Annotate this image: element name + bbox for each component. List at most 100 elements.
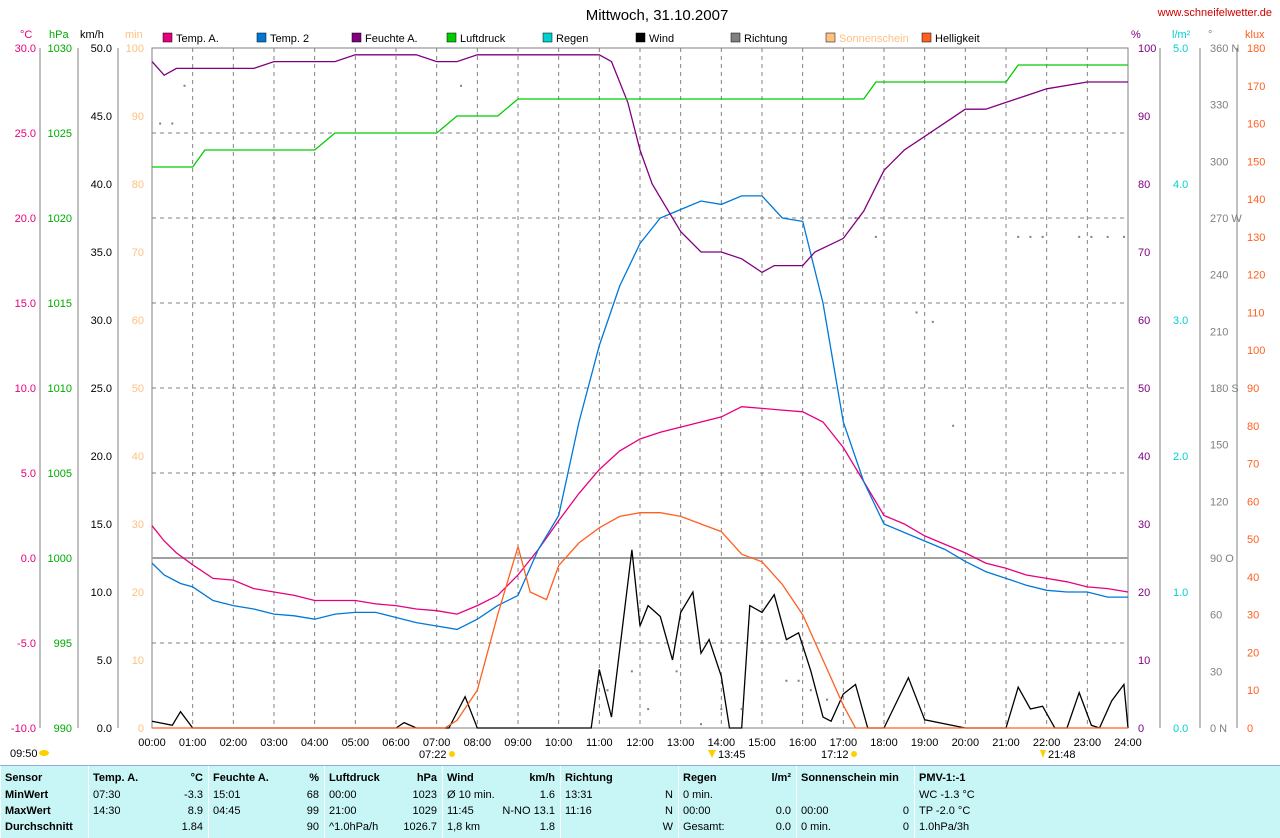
wind-tick: 10.0 xyxy=(91,587,112,599)
lux-tick: 110 xyxy=(1247,307,1265,319)
wind-tick: 20.0 xyxy=(91,451,112,463)
series-luftdruck xyxy=(152,64,1128,168)
weather-chart: Mittwoch, 31.10.2007 www.schneifelwetter… xyxy=(10,7,1272,761)
time-tick: 07:00 xyxy=(423,737,451,749)
direction-tick: 270 W xyxy=(1210,213,1242,225)
direction-point xyxy=(460,84,463,87)
summary-cell: MinWert xyxy=(5,789,49,801)
summary-cell: Gesamt: xyxy=(683,821,725,833)
time-tick: 03:00 xyxy=(260,737,288,749)
direction-point xyxy=(740,708,743,711)
legend-label: Richtung xyxy=(744,33,787,45)
summary-value: -3.3 xyxy=(184,789,203,801)
direction-tick: 0 N xyxy=(1210,723,1227,735)
summary-value: 0 xyxy=(902,805,909,817)
temp-tick: 20.0 xyxy=(15,213,36,225)
summary-value: N xyxy=(665,789,673,801)
summary-cell: Durchschnitt xyxy=(5,821,73,833)
direction-point xyxy=(606,689,609,692)
summary-cell: 11:16 xyxy=(565,805,592,817)
legend-label: Sonnenschein xyxy=(839,33,909,45)
series-temp-a xyxy=(151,406,1129,615)
lux-tick: 40 xyxy=(1247,572,1259,584)
direction-point xyxy=(785,679,788,682)
temp-tick: -10.0 xyxy=(11,723,36,735)
series-feuchte-a xyxy=(151,54,1128,274)
series-wind xyxy=(151,549,1129,729)
legend-swatch xyxy=(256,32,267,43)
direction-point xyxy=(809,689,812,692)
site-url[interactable]: www.schneifelwetter.de xyxy=(1157,7,1272,19)
time-tick: 24:00 xyxy=(1114,737,1142,749)
time-tick: 10:00 xyxy=(545,737,573,749)
summary-value: 1.6 xyxy=(539,789,555,801)
pressure-unit: hPa xyxy=(49,29,69,41)
rain-tick: 3.0 xyxy=(1173,315,1188,327)
summary-col: PMV-1:-1 WC -1.3 °C TP -2.0 °C 1.0hPa/3h xyxy=(914,766,1035,838)
sun-tick: 10 xyxy=(132,655,144,667)
summary-cell: ^1.0hPa/h xyxy=(329,821,379,833)
time-tick: 20:00 xyxy=(952,737,980,749)
humidity-tick: 30 xyxy=(1138,519,1150,531)
direction-tick: 360 N xyxy=(1210,43,1239,55)
sun-unit: min xyxy=(125,29,143,41)
time-tick: 11:00 xyxy=(586,737,613,749)
plot-grid xyxy=(151,47,1129,729)
time-tick: 19:00 xyxy=(911,737,939,749)
lux-tick: 30 xyxy=(1247,610,1259,622)
summary-cell: 07:30 xyxy=(93,789,121,801)
summary-value: 1026.7 xyxy=(403,821,437,833)
direction-point xyxy=(952,424,955,427)
upload-time: 09:50 xyxy=(10,748,38,760)
sun-tick: 0 xyxy=(138,723,144,735)
sun-tick: 50 xyxy=(132,383,144,395)
lux-tick: 50 xyxy=(1247,534,1259,546)
direction-tick: 60 xyxy=(1210,610,1222,622)
legend-label: Luftdruck xyxy=(460,33,506,45)
legend-swatch xyxy=(446,32,457,43)
rain-unit: l/m² xyxy=(1172,29,1191,41)
legend-label: Feuchte A. xyxy=(365,33,418,45)
lux-tick: 170 xyxy=(1247,81,1265,93)
temp-tick: 10.0 xyxy=(15,383,36,395)
summary-cell: 15:01 xyxy=(213,789,241,801)
time-tick: 14:00 xyxy=(708,737,736,749)
summary-cell: 04:45 xyxy=(213,805,241,817)
lux-tick: 160 xyxy=(1247,119,1265,131)
summary-cell: 00:00 xyxy=(801,805,829,817)
sun-tick: 60 xyxy=(132,315,144,327)
wind-tick: 0.0 xyxy=(97,723,112,735)
time-tick: 23:00 xyxy=(1074,737,1102,749)
summary-col: Sensor MinWert MaxWert Durchschnitt xyxy=(0,766,89,838)
time-tick: 18:00 xyxy=(870,737,898,749)
summary-table: Sensor MinWert MaxWert Durchschnitt Temp. A.… xyxy=(0,765,1280,838)
summary-col: Temp. A. °C 07:30 -3.3 14:30 8.9 1.84 xyxy=(88,766,209,838)
summary-col: Luftdruck hPa 00:00 1023 21:00 1029 ^1.0hPa/h 1… xyxy=(324,766,443,838)
wind-tick: 40.0 xyxy=(91,179,112,191)
rain-event-time: 21:48 xyxy=(1048,749,1076,761)
legend-swatch xyxy=(162,32,173,43)
summary-value: N-NO 13.1 xyxy=(502,805,555,817)
time-tick: 21:00 xyxy=(992,737,1020,749)
rain-tick: 1.0 xyxy=(1173,587,1188,599)
legend-label: Regen xyxy=(556,33,588,45)
direction-tick: 330 xyxy=(1210,100,1228,112)
summary-cell: 00:00 xyxy=(683,805,711,817)
temp-tick: 15.0 xyxy=(15,298,36,310)
sunrise-time: 07:22 xyxy=(419,749,447,761)
summary-cell: 14:30 xyxy=(93,805,121,817)
sun-tick: 40 xyxy=(132,451,144,463)
humidity-tick: 80 xyxy=(1138,179,1150,191)
legend-swatch xyxy=(825,32,836,43)
summary-cell: WC -1.3 °C xyxy=(919,789,975,801)
time-tick: 00:00 xyxy=(138,737,166,749)
direction-tick: 150 xyxy=(1210,440,1228,452)
summary-value: 1.8 xyxy=(539,821,555,833)
time-tick: 05:00 xyxy=(342,737,370,749)
summary-cell: Ø 10 min. xyxy=(447,789,495,801)
summary-header: Temp. A. xyxy=(93,772,139,784)
lux-tick: 80 xyxy=(1247,421,1259,433)
summary-col: Feuchte A.% 15:01 68 04:45 99 90 xyxy=(208,766,325,838)
summary-cell: TP -2.0 °C xyxy=(919,805,971,817)
rain-tick: 2.0 xyxy=(1173,451,1188,463)
